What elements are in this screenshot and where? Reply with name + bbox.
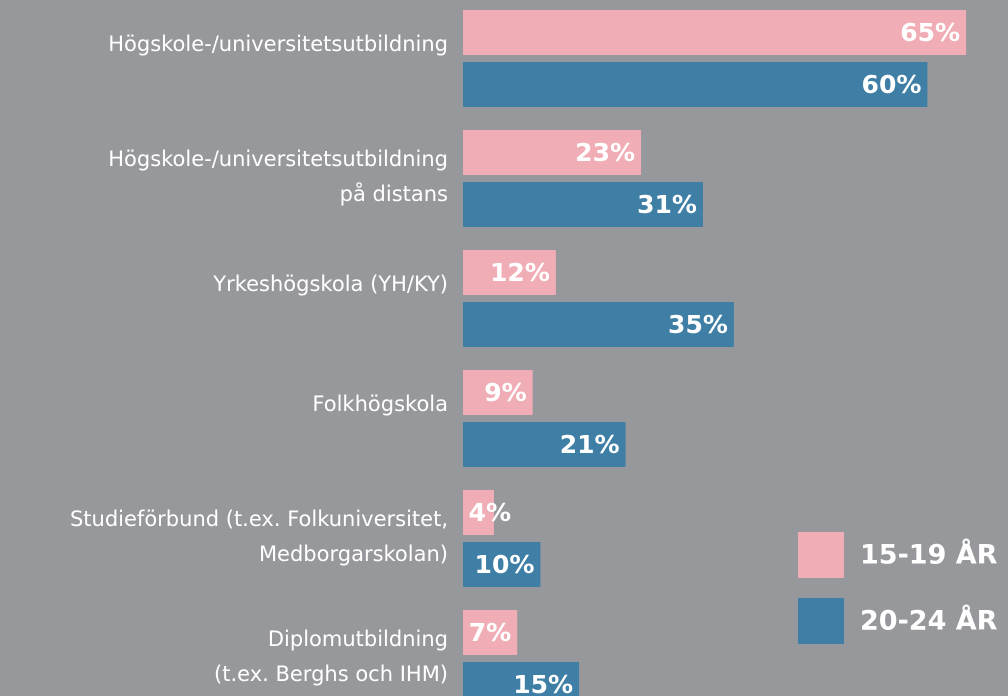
category-label: Högskole-/universitetsutbildning (108, 32, 448, 56)
value-label: 7% (469, 618, 511, 647)
value-label: 65% (900, 18, 960, 47)
value-label: 4% (469, 498, 511, 527)
category-label: (t.ex. Berghs och IHM) (214, 662, 448, 686)
legend-label: 15-19 ÅR (860, 539, 998, 571)
value-label: 60% (862, 70, 922, 99)
category-label: på distans (340, 181, 448, 206)
value-label: 10% (475, 550, 535, 579)
value-label: 31% (637, 190, 697, 219)
category-label: Diplomutbildning (268, 627, 448, 651)
bar (463, 62, 928, 107)
value-label: 21% (560, 430, 620, 459)
bar (463, 182, 703, 227)
bar (463, 610, 518, 655)
bar (463, 250, 556, 295)
bar (463, 10, 967, 55)
category-label: Yrkeshögskola (YH/KY) (212, 272, 448, 296)
legend-swatch (798, 532, 844, 578)
bar (463, 302, 734, 347)
legend-swatch (798, 598, 844, 644)
bar (463, 130, 642, 175)
value-label: 12% (490, 258, 550, 287)
bar (463, 662, 580, 696)
bar (463, 370, 533, 415)
value-label: 15% (513, 670, 573, 696)
value-label: 35% (668, 310, 728, 339)
bar (463, 542, 541, 587)
category-label: Folkhögskola (312, 392, 448, 416)
category-label: Medborgarskolan) (259, 542, 448, 566)
bar (463, 422, 626, 467)
value-label: 23% (575, 138, 635, 167)
category-label: Studieförbund (t.ex. Folkuniversitet, (70, 507, 448, 531)
value-label: 9% (484, 378, 526, 407)
category-label: Högskole-/universitetsutbildning (108, 147, 448, 171)
bar (463, 490, 494, 535)
legend-label: 20-24 ÅR (860, 605, 998, 637)
